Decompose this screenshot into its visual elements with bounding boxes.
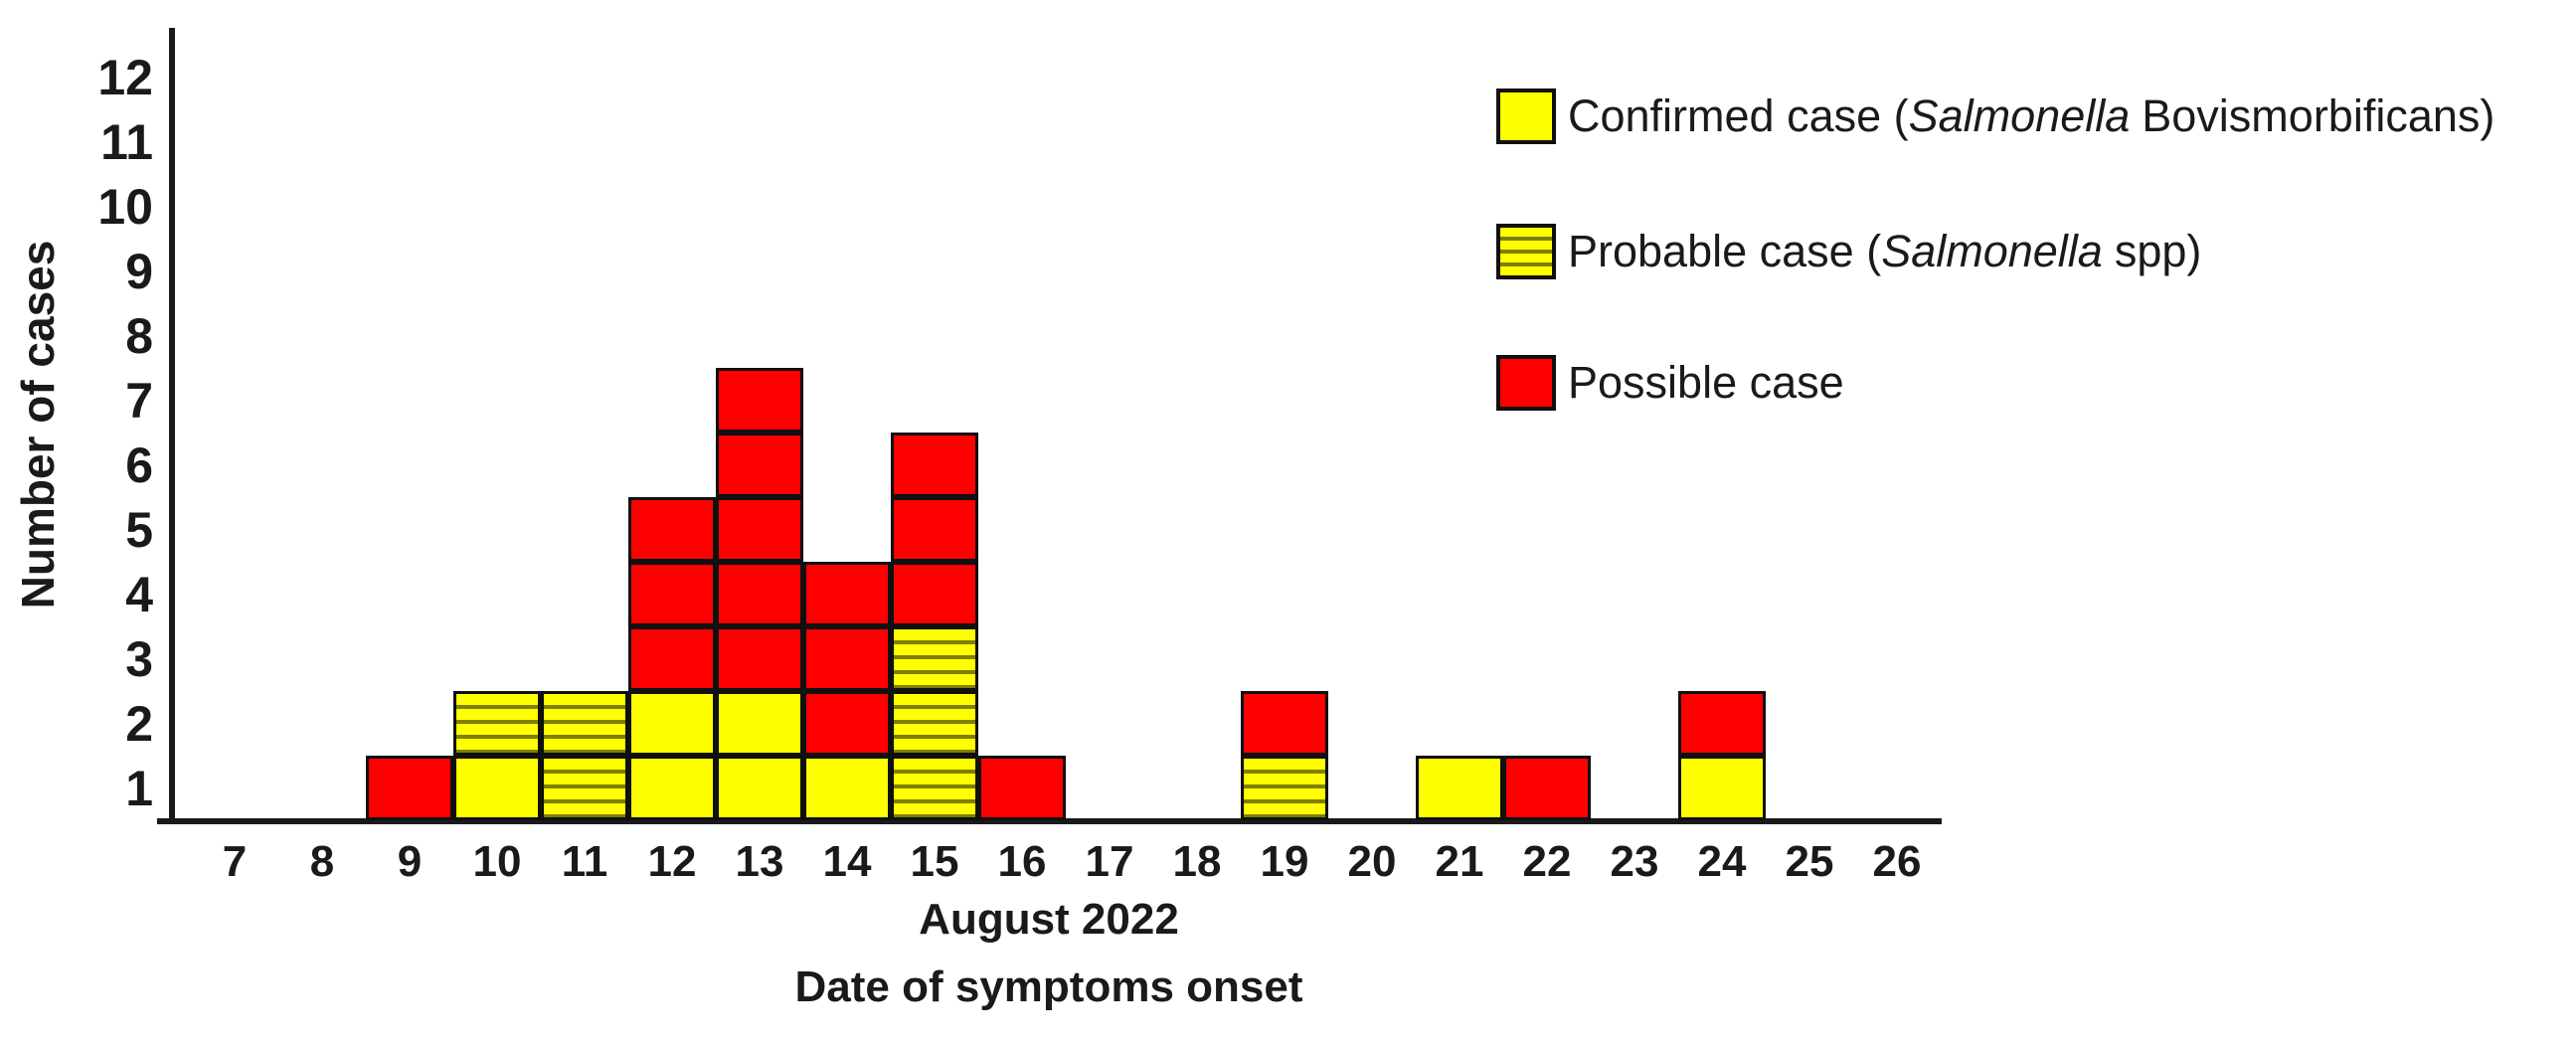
case-cell-possible-aug16	[978, 756, 1066, 820]
x-tick-label: 9	[397, 837, 423, 886]
x-tick-label: 24	[1697, 837, 1747, 886]
case-cell-probable-aug10	[453, 691, 541, 756]
confirmed-case-swatch	[1496, 88, 1556, 144]
x-tick-label: 20	[1347, 837, 1397, 886]
x-tick-label: 19	[1260, 837, 1309, 886]
x-tick-label: 11	[561, 837, 608, 886]
y-tick-label: 11	[100, 113, 153, 170]
case-cell-confirmed-aug10	[453, 756, 541, 820]
case-cell-possible-aug12	[628, 562, 716, 626]
x-tick-label: 18	[1172, 837, 1222, 886]
legend-label-possible: Possible case	[1568, 357, 1844, 408]
legend-label-probable: Probable case (Salmonella spp)	[1568, 226, 2202, 276]
case-cell-possible-aug13	[716, 626, 803, 691]
case-cell-possible-aug24	[1678, 691, 1766, 756]
case-cell-probable-aug11	[541, 756, 628, 820]
case-cell-probable-aug15	[891, 691, 978, 756]
x-tick-label: 22	[1522, 837, 1572, 886]
x-axis-line	[157, 818, 1942, 824]
possible-case-swatch	[1496, 355, 1556, 411]
y-tick-label: 8	[125, 307, 153, 364]
case-cell-probable-aug11	[541, 691, 628, 756]
case-cell-possible-aug19	[1241, 691, 1328, 756]
case-cell-possible-aug14	[803, 691, 891, 756]
case-cell-confirmed-aug24	[1678, 756, 1766, 820]
y-tick-label: 12	[97, 49, 153, 105]
case-cell-possible-aug15	[891, 562, 978, 626]
x-axis-caption-title: Date of symptoms onset	[794, 962, 1303, 1011]
x-tick-label: 21	[1435, 837, 1484, 886]
x-tick-label: 10	[472, 837, 522, 886]
x-tick-label: 25	[1785, 837, 1834, 886]
x-tick-label: 14	[822, 837, 872, 886]
y-tick-label: 1	[125, 760, 153, 816]
case-cell-probable-aug19	[1241, 756, 1328, 820]
case-cell-probable-aug15	[891, 626, 978, 691]
case-cell-possible-aug15	[891, 497, 978, 562]
case-cell-confirmed-aug13	[716, 691, 803, 756]
x-tick-label: 15	[910, 837, 959, 886]
x-tick-label: 17	[1085, 837, 1134, 886]
case-cell-confirmed-aug12	[628, 691, 716, 756]
x-tick-label: 26	[1872, 837, 1922, 886]
case-cell-possible-aug14	[803, 562, 891, 626]
case-cell-possible-aug9	[366, 756, 453, 820]
case-cell-possible-aug13	[716, 433, 803, 497]
y-tick-label: 5	[125, 501, 153, 558]
x-tick-label: 12	[647, 837, 697, 886]
x-tick-label: 7	[222, 837, 248, 886]
y-tick-label: 4	[125, 566, 153, 622]
x-axis-caption-month: August 2022	[919, 895, 1179, 944]
y-axis-line	[169, 28, 175, 823]
x-tick-label: 8	[309, 837, 335, 886]
case-cell-possible-aug13	[716, 497, 803, 562]
y-tick-label: 9	[125, 243, 153, 299]
case-cell-confirmed-aug14	[803, 756, 891, 820]
x-tick-label: 16	[997, 837, 1047, 886]
case-cell-possible-aug12	[628, 626, 716, 691]
y-tick-label: 10	[97, 178, 153, 235]
y-axis-title: Number of cases	[12, 240, 64, 610]
case-cell-confirmed-aug21	[1416, 756, 1503, 820]
case-cell-possible-aug13	[716, 368, 803, 433]
case-cell-possible-aug14	[803, 626, 891, 691]
x-tick-label: 13	[735, 837, 784, 886]
case-cell-possible-aug12	[628, 497, 716, 562]
y-tick-label: 7	[125, 372, 153, 429]
x-tick-label: 23	[1610, 837, 1659, 886]
y-tick-label: 6	[125, 436, 153, 493]
case-cell-confirmed-aug13	[716, 756, 803, 820]
case-cell-confirmed-aug12	[628, 756, 716, 820]
case-cell-possible-aug13	[716, 562, 803, 626]
y-tick-label: 2	[125, 695, 153, 752]
legend-label-confirmed: Confirmed case (Salmonella Bovismorbifica…	[1568, 90, 2495, 141]
case-cell-possible-aug22	[1503, 756, 1591, 820]
probable-case-swatch	[1496, 224, 1556, 279]
case-cell-possible-aug15	[891, 433, 978, 497]
case-cell-probable-aug15	[891, 756, 978, 820]
y-tick-label: 3	[125, 630, 153, 687]
